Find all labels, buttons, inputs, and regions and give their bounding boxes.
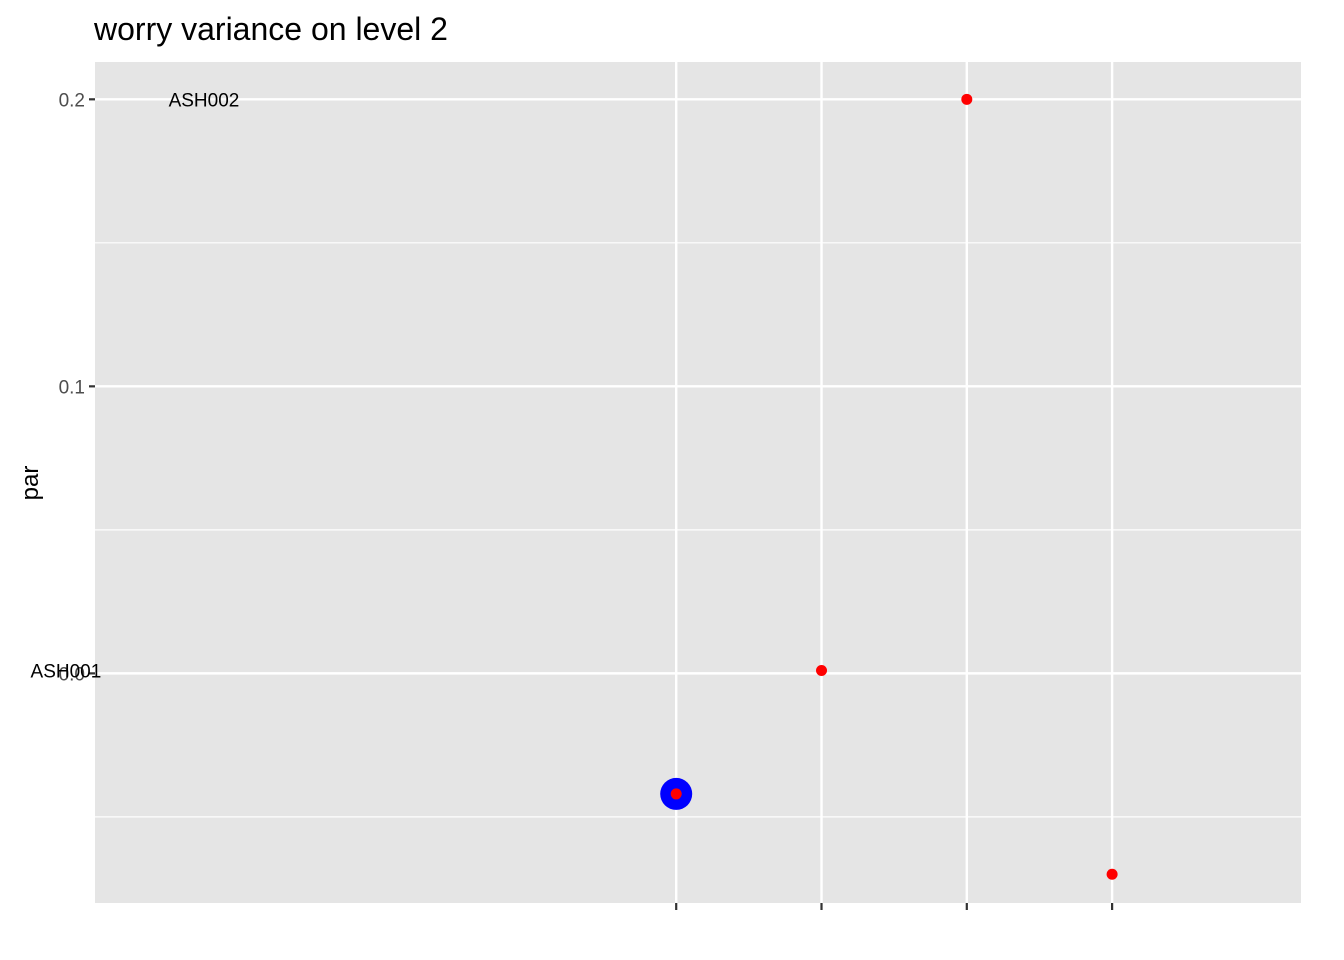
annotation-label: ASH001 [31,662,102,683]
annotations: ASH002 ASH001 [31,90,240,682]
y-axis: 0.0 0.1 0.2 [59,90,95,685]
minor-gridlines [95,242,1301,818]
major-gridlines [95,62,1301,903]
y-tick-label: 0.1 [59,377,85,398]
plot-panel [95,62,1301,903]
data-point [816,665,828,677]
data-point [1106,868,1118,880]
chart-title: worry variance on level 2 [93,11,448,47]
data-points [660,93,1118,880]
annotation-label: ASH002 [169,90,240,111]
y-axis-title: par [17,466,44,501]
y-tick-label: 0.0 [59,664,85,685]
y-tick-label: 0.2 [59,90,85,111]
x-axis [675,903,1114,910]
data-point [961,93,973,105]
data-point [670,788,682,800]
